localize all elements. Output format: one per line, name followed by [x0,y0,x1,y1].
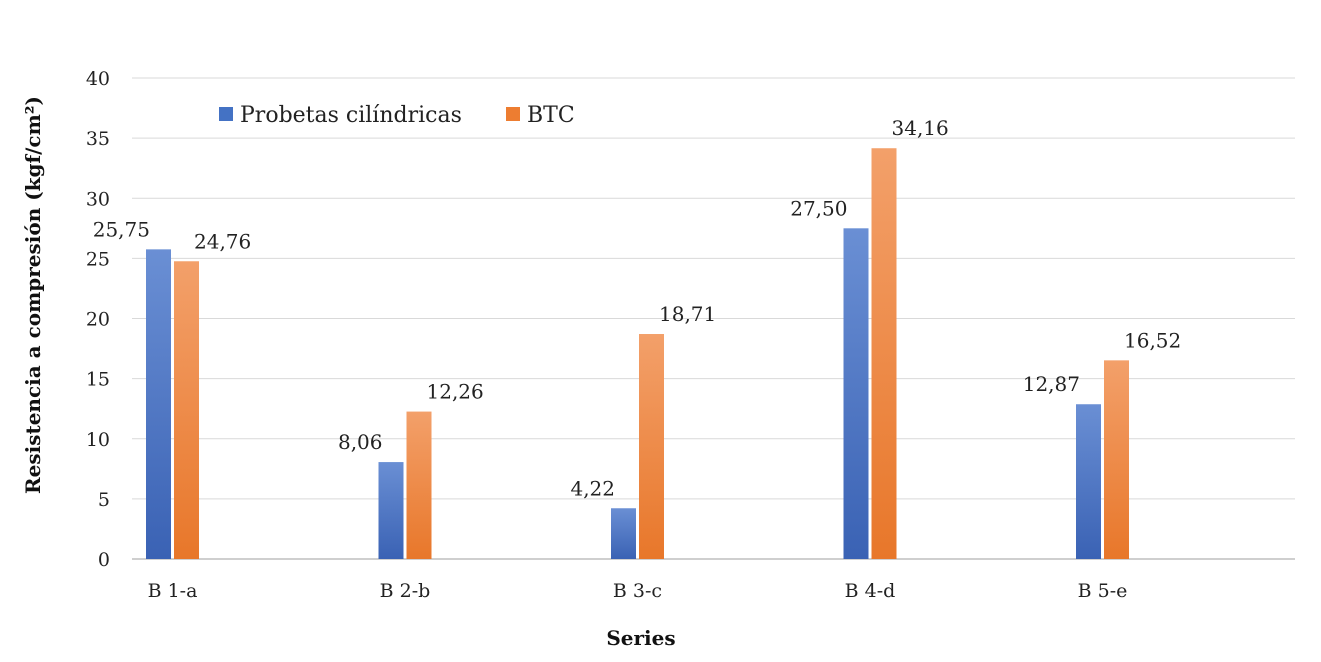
x-tick-label: B 5-e [1078,580,1128,602]
y-tick-label: 15 [86,369,110,391]
bar-probetas-4 [843,228,869,559]
x-tick-label: B 3-c [613,580,662,602]
data-label: 34,16 [892,116,949,140]
bars [146,148,1129,559]
legend-swatch-btc [506,107,520,121]
bar-btc-2 [406,411,432,559]
data-label: 25,75 [93,217,150,241]
legend-label-probetas: Probetas cilíndricas [240,103,462,128]
y-tick-label: 20 [86,309,110,331]
bar-probetas-3 [611,508,636,559]
y-tick-label: 35 [86,128,110,150]
data-label: 12,87 [1023,372,1080,396]
y-tick-label: 40 [86,68,110,90]
y-tick-label: 30 [86,188,110,210]
data-labels: 25,75 24,76 8,06 12,26 4,22 18,71 27,50 34,16 12… [93,116,1182,500]
x-axis-ticks: B 1-a B 2-b B 3-c B 4-d B 5-e [148,580,1128,602]
bar-btc-4 [871,148,897,559]
y-axis-title: Resistencia a compresión (kgf/cm²) [21,96,45,494]
data-label: 16,52 [1124,328,1181,352]
gridlines [132,77,1295,560]
bar-probetas-2 [378,462,404,559]
bar-probetas-1 [146,249,171,559]
bar-btc-3 [639,334,664,559]
y-tick-label: 10 [86,429,110,451]
data-label: 18,71 [659,302,716,326]
data-label: 8,06 [338,430,383,454]
x-tick-label: B 1-a [148,580,198,602]
y-tick-label: 5 [98,489,110,511]
legend-swatch-probetas [219,107,233,121]
data-label: 27,50 [790,196,847,220]
x-tick-label: B 2-b [380,580,431,602]
legend-label-btc: BTC [527,103,575,128]
bar-btc-1 [174,261,199,559]
bar-probetas-5 [1076,404,1101,559]
bar-btc-5 [1104,360,1129,559]
legend: Probetas cilíndricas BTC [219,103,575,128]
y-axis-ticks: 0 5 10 15 20 25 30 35 40 [86,68,110,571]
y-tick-label: 25 [86,248,110,270]
x-axis-title: Series [606,626,675,650]
data-label: 12,26 [427,380,484,404]
data-label: 24,76 [194,229,251,253]
y-tick-label: 0 [98,549,110,571]
data-label: 4,22 [570,476,615,500]
x-tick-label: B 4-d [845,580,896,602]
